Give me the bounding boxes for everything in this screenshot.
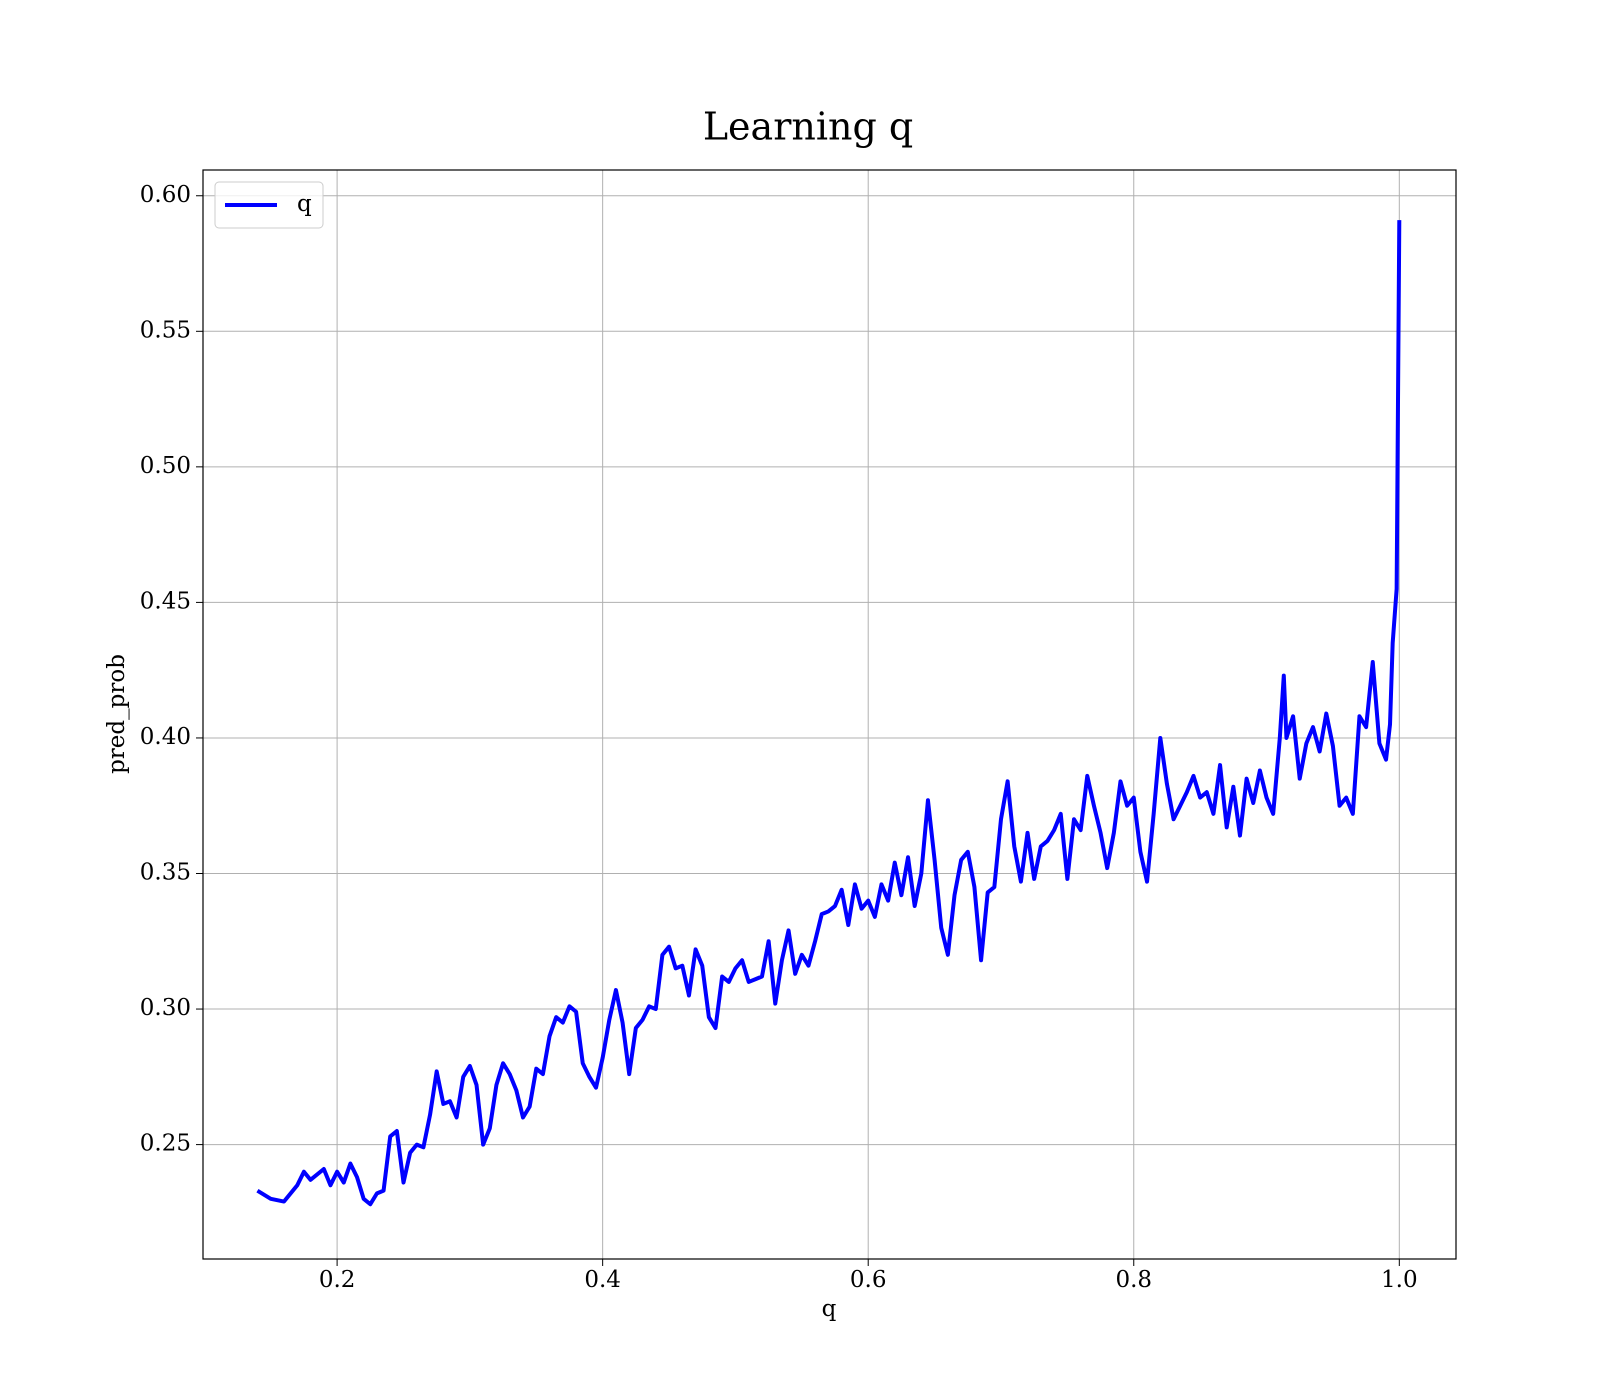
y-axis-label: pred_prob (104, 654, 130, 774)
y-tick-label: 0.30 (140, 995, 191, 1021)
data-line (256, 220, 1402, 1207)
chart-title: Learning q (703, 105, 913, 149)
y-tick-label: 0.40 (140, 724, 191, 750)
y-tick-label: 0.50 (140, 453, 191, 479)
y-tick-label: 0.35 (140, 859, 191, 885)
x-tick-label: 0.8 (1115, 1267, 1152, 1293)
x-tick-label: 1.0 (1381, 1267, 1418, 1293)
legend-label: q (297, 191, 312, 217)
y-tick-label: 0.60 (140, 182, 191, 208)
x-axis-label: q (822, 1296, 837, 1322)
y-tick-label: 0.55 (140, 317, 191, 343)
x-tick-label: 0.6 (850, 1267, 887, 1293)
y-tick-label: 0.25 (140, 1131, 191, 1157)
plot-frame (202, 169, 1457, 1260)
x-tick-label: 0.4 (584, 1267, 621, 1293)
y-tick-label: 0.45 (140, 588, 191, 614)
x-tick-label: 0.2 (319, 1267, 356, 1293)
